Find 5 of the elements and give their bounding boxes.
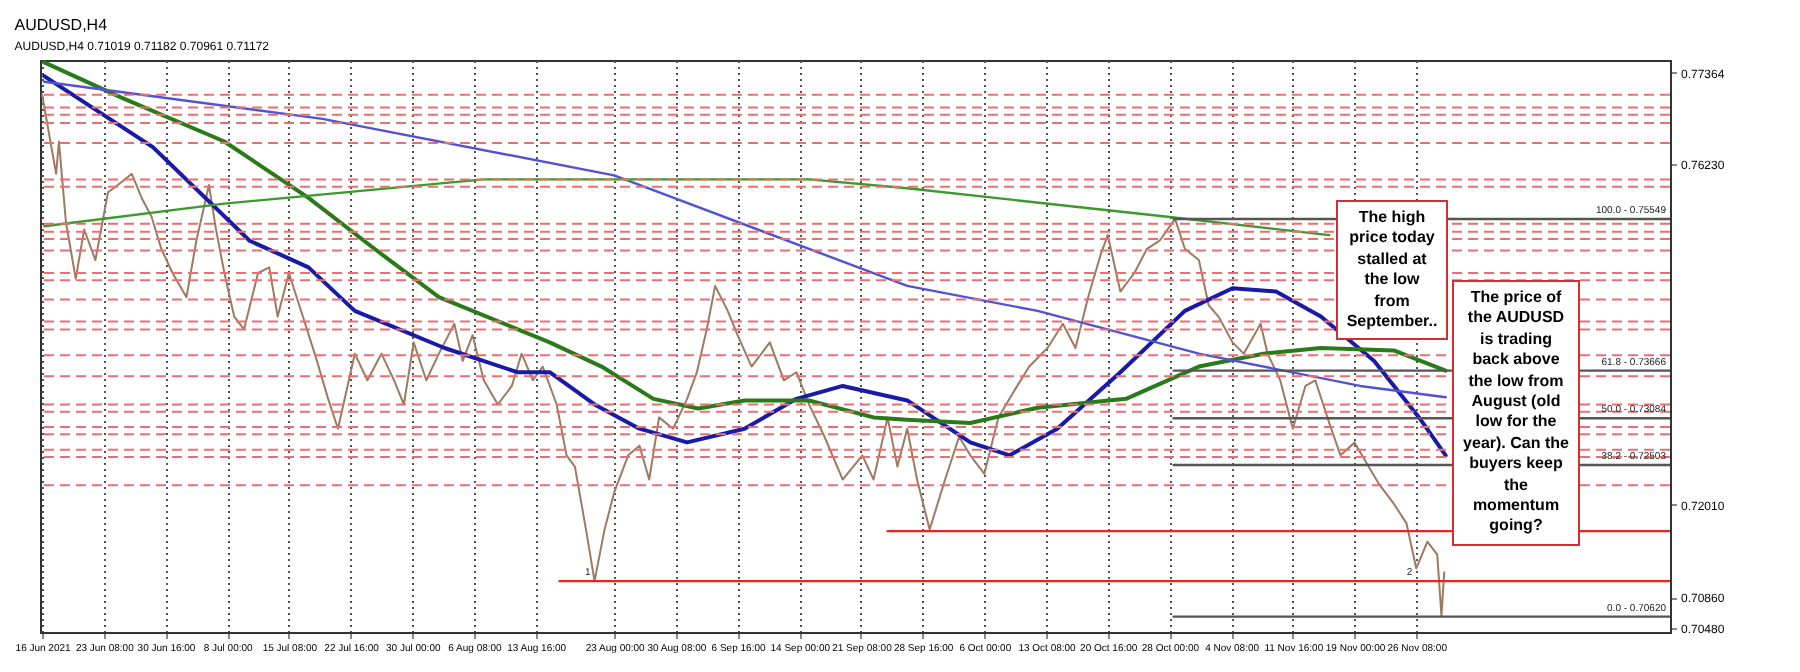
- line-series: [41, 93, 1446, 617]
- text: The price of the AUDUSD is trading back above the low from August (old low for the year). Can the buyers keep the momentum going?: [1463, 288, 1569, 535]
- annotation: The high price today stalled at the low from September..: [1336, 200, 1448, 341]
- line-series: [43, 178, 1331, 237]
- chart-title: AUDUSD,H4: [14, 16, 109, 34]
